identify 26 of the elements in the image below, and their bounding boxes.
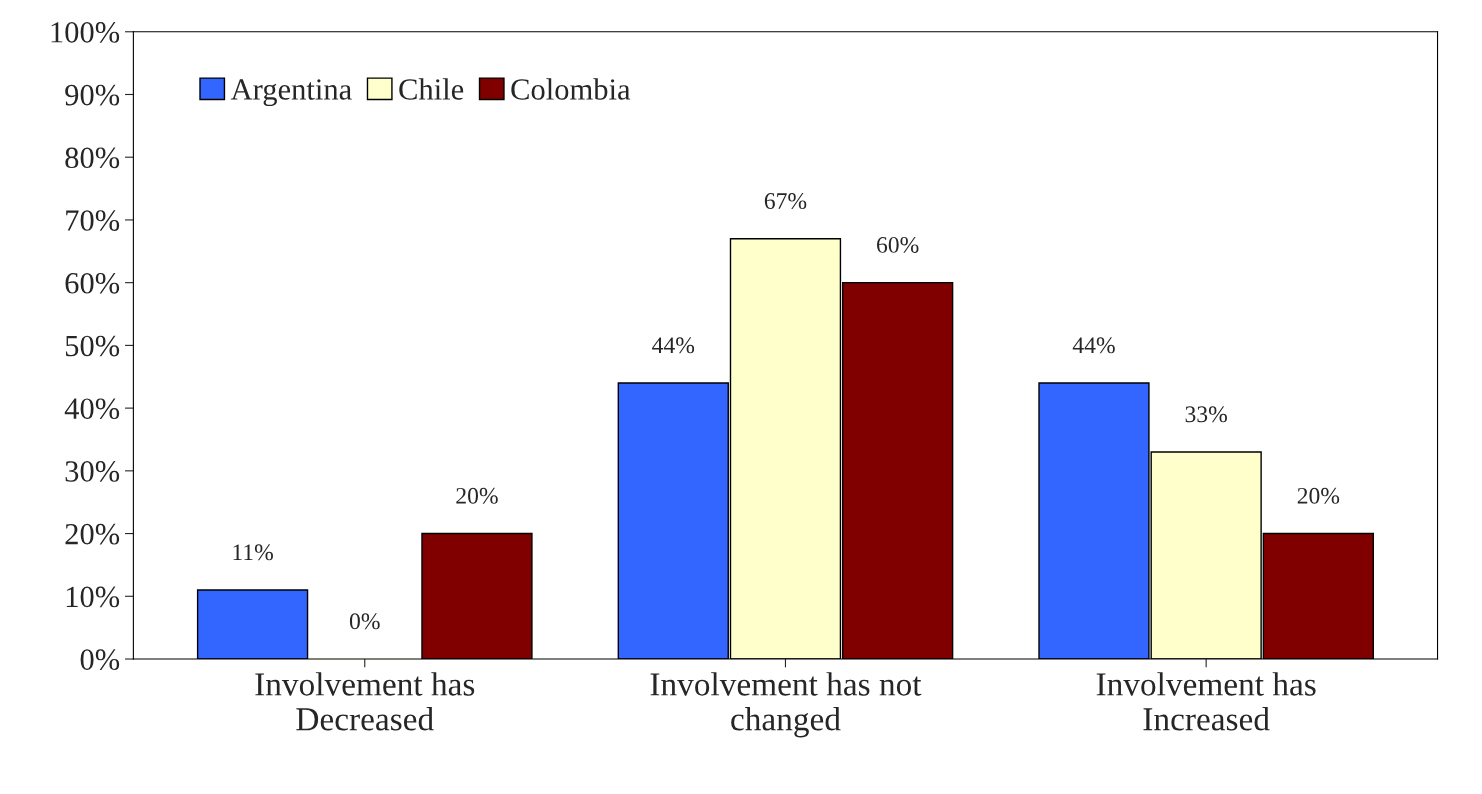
y-tick-label: 70%: [66, 210, 120, 231]
y-tick-label: 50%: [65, 335, 120, 357]
y-tick-label: 20%: [65, 523, 120, 545]
y-tick-label: 100%: [51, 22, 120, 43]
data-label: 20%: [1297, 487, 1340, 504]
y-tick-label: 10%: [66, 586, 120, 608]
y-tick-label: 40%: [64, 398, 120, 420]
data-label: 44%: [1072, 337, 1115, 354]
legend-label: Chile: [399, 78, 464, 100]
data-label: 33%: [1185, 406, 1227, 423]
data-label: 44%: [652, 337, 695, 354]
y-tick-label: 90%: [65, 84, 120, 106]
legend-label: Argentina: [230, 79, 352, 107]
data-label: 67%: [764, 193, 807, 210]
data-label: 11%: [233, 544, 273, 561]
y-tick-label: 0%: [80, 649, 120, 671]
y-tick-label: 60%: [65, 272, 120, 294]
data-label: 20%: [456, 487, 498, 504]
y-tick-label: 30%: [65, 461, 120, 482]
y-tick-label: 80%: [65, 147, 120, 169]
x-tick-label: Involvement has Increased: [1096, 672, 1316, 731]
x-tick-label: Involvement has Decreased: [255, 672, 475, 731]
data-label: 0%: [349, 613, 380, 630]
data-label: 60%: [877, 236, 919, 253]
x-tick-label: Involvement has not changed: [650, 672, 922, 738]
legend-label: Colombia: [511, 78, 631, 100]
